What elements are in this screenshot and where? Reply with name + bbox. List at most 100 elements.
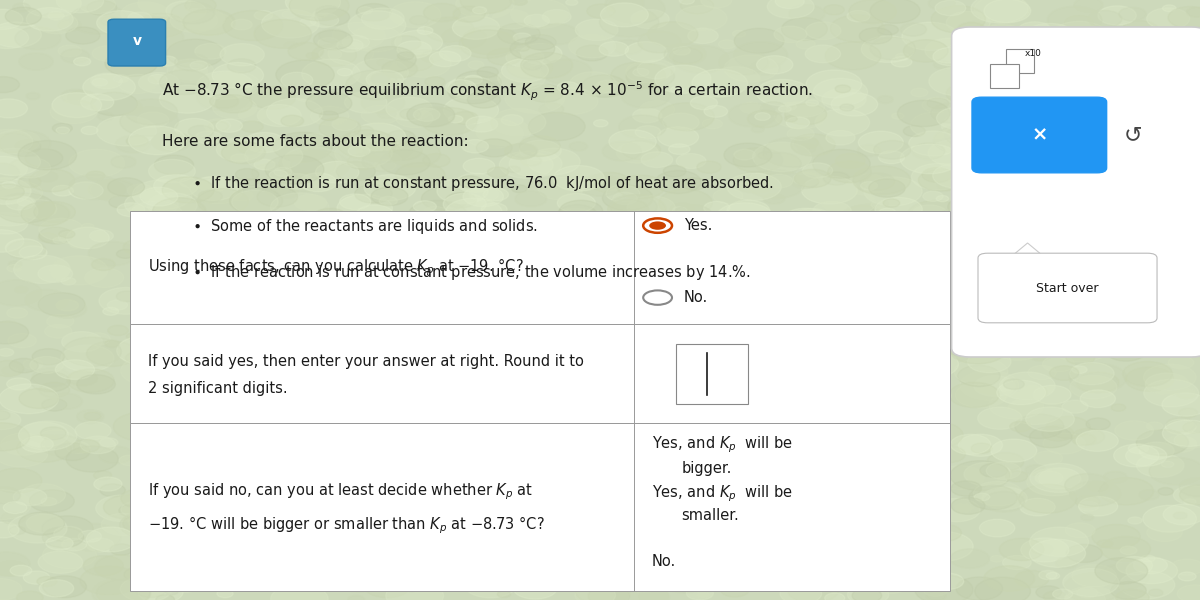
Circle shape	[520, 43, 562, 64]
Circle shape	[371, 187, 408, 206]
Circle shape	[347, 154, 379, 169]
Circle shape	[1148, 262, 1196, 285]
Circle shape	[587, 4, 616, 18]
Circle shape	[1088, 10, 1122, 28]
Circle shape	[1135, 337, 1162, 350]
Circle shape	[37, 172, 58, 182]
Circle shape	[354, 126, 373, 136]
Circle shape	[542, 10, 571, 24]
Circle shape	[1018, 22, 1052, 39]
Circle shape	[809, 552, 852, 573]
Circle shape	[245, 133, 284, 152]
Circle shape	[569, 34, 616, 58]
Circle shape	[0, 9, 23, 29]
Circle shape	[577, 390, 629, 416]
Circle shape	[161, 511, 204, 533]
Circle shape	[974, 0, 1030, 23]
Circle shape	[126, 136, 148, 146]
Circle shape	[707, 307, 742, 325]
Circle shape	[1042, 269, 1098, 298]
Circle shape	[670, 266, 726, 294]
Circle shape	[1168, 7, 1200, 28]
Circle shape	[974, 323, 1026, 349]
Circle shape	[785, 116, 797, 122]
Circle shape	[246, 260, 304, 289]
Circle shape	[475, 296, 497, 307]
Circle shape	[98, 446, 133, 463]
Circle shape	[808, 578, 834, 592]
Circle shape	[934, 61, 950, 69]
Circle shape	[496, 349, 548, 376]
Circle shape	[499, 262, 554, 289]
Circle shape	[377, 345, 432, 373]
Circle shape	[1139, 442, 1174, 460]
Circle shape	[1160, 211, 1200, 238]
Circle shape	[614, 526, 664, 551]
Circle shape	[454, 6, 485, 22]
Circle shape	[936, 466, 984, 490]
Circle shape	[776, 278, 809, 295]
Circle shape	[731, 438, 782, 464]
Text: If you said no, can you at least decide whether $K_p$ at: If you said no, can you at least decide …	[148, 482, 533, 502]
Circle shape	[324, 563, 359, 581]
Circle shape	[241, 121, 263, 132]
Circle shape	[1074, 0, 1103, 13]
Circle shape	[1072, 428, 1104, 445]
Circle shape	[257, 104, 301, 127]
Circle shape	[1091, 325, 1128, 343]
Circle shape	[1084, 309, 1132, 332]
Circle shape	[26, 92, 40, 100]
Circle shape	[218, 290, 250, 305]
Circle shape	[515, 44, 529, 51]
Circle shape	[971, 0, 1028, 23]
Circle shape	[1063, 568, 1118, 596]
Circle shape	[366, 295, 389, 306]
Circle shape	[22, 436, 53, 452]
Circle shape	[676, 502, 713, 521]
Circle shape	[599, 41, 629, 56]
Circle shape	[137, 420, 193, 448]
Circle shape	[276, 239, 331, 267]
Circle shape	[254, 20, 312, 48]
Circle shape	[199, 496, 212, 503]
Circle shape	[61, 89, 89, 103]
Circle shape	[378, 109, 396, 119]
Circle shape	[365, 517, 377, 523]
Circle shape	[859, 463, 905, 486]
Circle shape	[157, 56, 178, 66]
Circle shape	[318, 256, 366, 280]
Circle shape	[798, 236, 829, 252]
Circle shape	[128, 126, 186, 155]
Circle shape	[980, 256, 1033, 283]
Circle shape	[174, 118, 214, 138]
Circle shape	[786, 438, 836, 463]
Circle shape	[464, 572, 517, 598]
Circle shape	[374, 505, 433, 534]
Circle shape	[816, 530, 828, 537]
Circle shape	[256, 564, 269, 571]
Circle shape	[883, 286, 905, 296]
Circle shape	[1051, 22, 1108, 50]
Circle shape	[932, 446, 966, 463]
Circle shape	[662, 371, 722, 401]
Circle shape	[980, 463, 1008, 477]
Circle shape	[557, 82, 580, 93]
Circle shape	[313, 30, 353, 50]
FancyBboxPatch shape	[952, 27, 1200, 357]
Circle shape	[1064, 586, 1116, 600]
Circle shape	[1135, 154, 1150, 161]
Circle shape	[0, 131, 50, 157]
Circle shape	[686, 512, 706, 521]
Circle shape	[274, 527, 300, 540]
Circle shape	[340, 506, 372, 522]
Circle shape	[649, 344, 671, 355]
Circle shape	[588, 586, 630, 600]
Circle shape	[505, 264, 529, 277]
Circle shape	[355, 184, 392, 203]
Circle shape	[1038, 263, 1069, 278]
Circle shape	[257, 187, 298, 207]
Circle shape	[824, 593, 845, 600]
Circle shape	[1104, 91, 1139, 107]
Circle shape	[1036, 138, 1051, 145]
Circle shape	[1187, 7, 1200, 17]
